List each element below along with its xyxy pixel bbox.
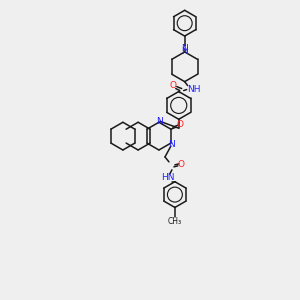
Text: HN: HN bbox=[161, 173, 175, 182]
Text: O: O bbox=[176, 120, 183, 129]
Text: O: O bbox=[177, 160, 184, 169]
Text: N: N bbox=[181, 47, 188, 56]
Text: NH: NH bbox=[187, 85, 200, 94]
Text: N: N bbox=[169, 140, 175, 148]
Text: N: N bbox=[157, 117, 163, 126]
Text: CH₃: CH₃ bbox=[168, 217, 182, 226]
Text: O: O bbox=[169, 81, 176, 90]
Text: N: N bbox=[181, 44, 188, 53]
